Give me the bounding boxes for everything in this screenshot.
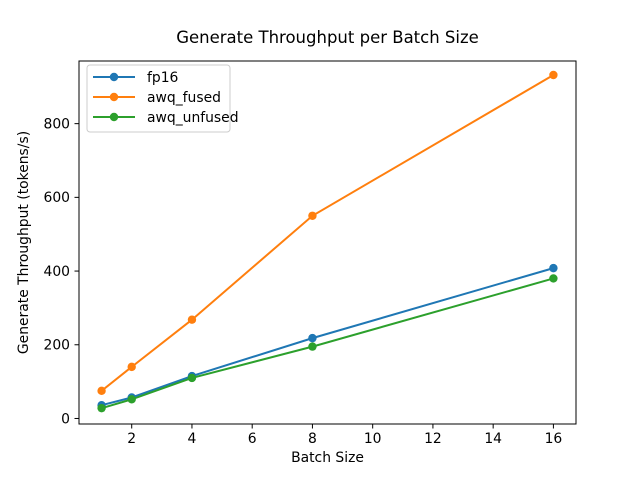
y-tick-label: 200 — [43, 338, 70, 354]
legend-label-awq_fused: awq_fused — [147, 90, 221, 106]
marker-awq_unfused — [187, 373, 197, 383]
y-tick-label: 0 — [61, 411, 70, 427]
marker-awq_fused — [97, 386, 106, 396]
marker-fp16 — [308, 333, 317, 343]
legend-label-fp16: fp16 — [147, 70, 178, 86]
marker-awq_fused — [127, 362, 136, 372]
legend-label-awq_unfused: awq_unfused — [147, 110, 239, 126]
legend-marker-awq_fused — [109, 92, 119, 102]
y-tick-label: 600 — [43, 190, 70, 206]
marker-awq_fused — [187, 315, 197, 324]
marker-awq_fused — [549, 70, 558, 80]
marker-awq_unfused — [549, 274, 558, 283]
line-awq_unfused — [100, 277, 555, 410]
x-axis-label: Batch Size — [291, 450, 364, 466]
x-tick-label: 10 — [364, 431, 382, 447]
y-axis-label: Generate Throughput (tokens/s) — [16, 131, 32, 354]
plot-layer: 2 4 6 8 10 12 14 16 0 200 400 600 800 fp16 awq_fusedaw… — [43, 60, 577, 447]
y-tick-label: 800 — [43, 116, 70, 132]
marker-fp16 — [549, 263, 558, 273]
marker-awq_unfused — [127, 395, 136, 404]
marker-awq_fused — [308, 211, 317, 220]
marker-awq_unfused — [308, 342, 317, 351]
x-tick-label: 14 — [484, 431, 502, 447]
x-tick-label: 6 — [248, 431, 257, 447]
x-tick-label: 4 — [188, 431, 197, 447]
x-tick-label: 16 — [545, 431, 563, 447]
marker-awq_unfused — [97, 403, 106, 413]
y-tick-label: 400 — [43, 264, 70, 280]
legend-marker-fp16 — [109, 72, 119, 82]
legend-marker-awq_unfused — [109, 112, 119, 122]
x-tick-label: 2 — [127, 431, 136, 447]
x-tick-label: 12 — [424, 431, 442, 447]
x-tick-label: 8 — [308, 431, 317, 447]
plot-border — [78, 60, 577, 425]
chart-title: Generate Throughput per Batch Size — [176, 28, 479, 47]
legend-box — [86, 64, 231, 133]
